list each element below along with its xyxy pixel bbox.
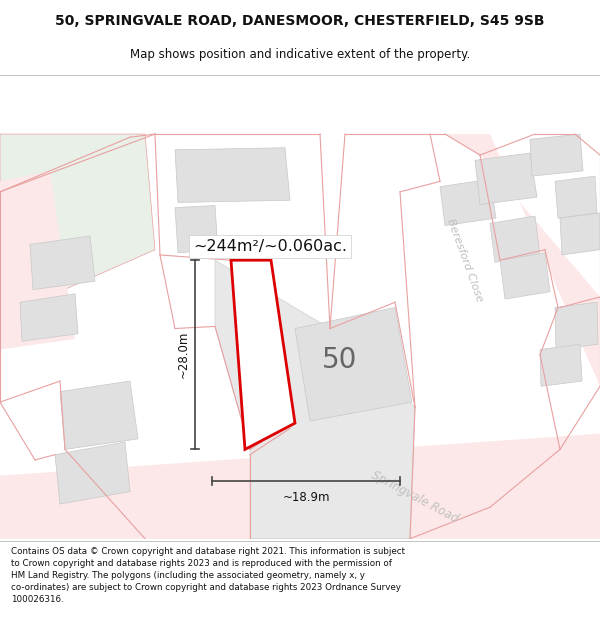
Polygon shape — [60, 381, 138, 449]
Text: Map shows position and indicative extent of the property.: Map shows position and indicative extent… — [130, 48, 470, 61]
Text: Springvale Road: Springvale Road — [369, 468, 461, 525]
Polygon shape — [20, 294, 78, 341]
Text: Contains OS data © Crown copyright and database right 2021. This information is : Contains OS data © Crown copyright and d… — [11, 548, 405, 604]
Polygon shape — [540, 344, 582, 386]
Polygon shape — [0, 171, 75, 349]
Polygon shape — [475, 153, 537, 204]
Polygon shape — [231, 260, 295, 449]
Polygon shape — [500, 253, 550, 299]
Polygon shape — [0, 434, 600, 539]
Polygon shape — [555, 302, 598, 349]
Polygon shape — [0, 134, 155, 318]
Polygon shape — [215, 260, 415, 539]
Polygon shape — [530, 134, 583, 176]
Text: 50, SPRINGVALE ROAD, DANESMOOR, CHESTERFIELD, S45 9SB: 50, SPRINGVALE ROAD, DANESMOOR, CHESTERF… — [55, 14, 545, 28]
Text: 50: 50 — [322, 346, 358, 374]
Text: ~244m²/~0.060ac.: ~244m²/~0.060ac. — [193, 239, 347, 254]
Text: Beresford Close: Beresford Close — [445, 217, 485, 303]
Polygon shape — [440, 179, 496, 226]
Text: ~18.9m: ~18.9m — [282, 491, 330, 504]
Polygon shape — [490, 216, 540, 262]
Polygon shape — [555, 176, 597, 218]
Polygon shape — [55, 442, 130, 504]
Polygon shape — [175, 148, 290, 202]
Polygon shape — [430, 134, 600, 386]
Polygon shape — [560, 213, 600, 255]
Polygon shape — [295, 308, 412, 421]
Polygon shape — [30, 236, 95, 289]
Text: ~28.0m: ~28.0m — [176, 331, 190, 379]
Polygon shape — [175, 206, 218, 253]
